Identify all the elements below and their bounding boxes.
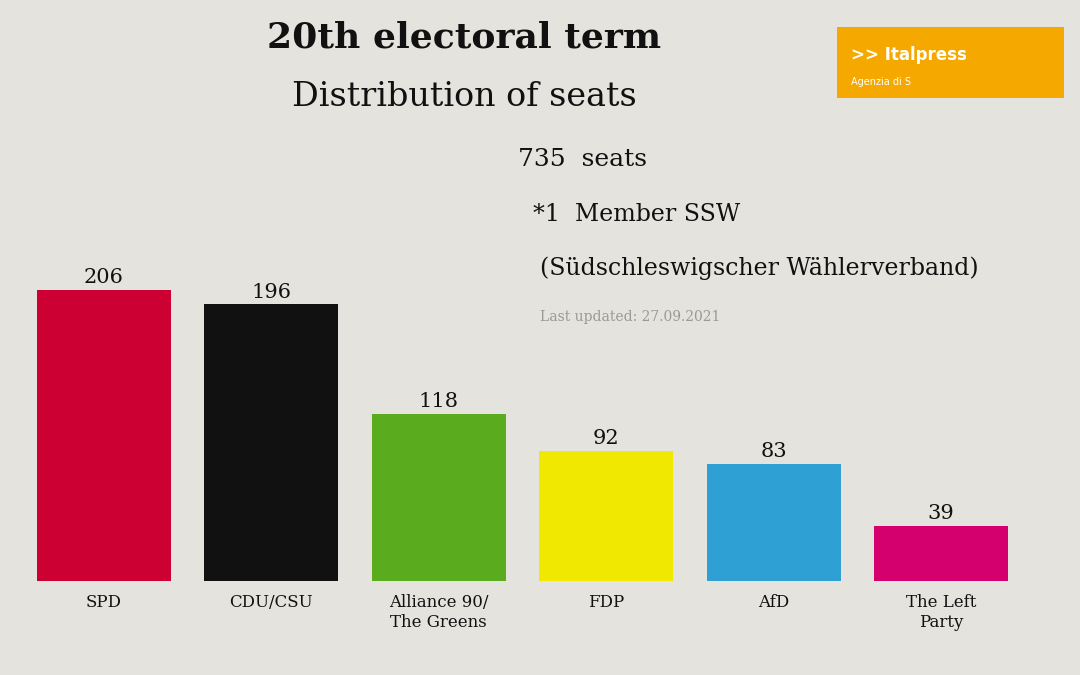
Bar <box>874 526 1008 580</box>
Text: 39: 39 <box>928 504 955 522</box>
Text: 118: 118 <box>419 392 459 412</box>
FancyBboxPatch shape <box>837 27 1064 98</box>
Text: 92: 92 <box>593 429 620 448</box>
Text: 196: 196 <box>252 283 292 302</box>
Text: 735  seats: 735 seats <box>518 148 647 171</box>
Text: >> Italpress: >> Italpress <box>851 47 967 64</box>
Text: Last updated: 27.09.2021: Last updated: 27.09.2021 <box>540 310 720 325</box>
Bar <box>539 451 673 580</box>
Text: (Südschleswigscher Wählerverband): (Südschleswigscher Wählerverband) <box>540 256 978 280</box>
Text: Agenzia di S: Agenzia di S <box>851 77 910 87</box>
Text: 83: 83 <box>760 441 787 461</box>
Text: Distribution of seats: Distribution of seats <box>292 81 637 113</box>
Text: *1  Member SSW: *1 Member SSW <box>518 202 741 225</box>
Bar <box>204 304 338 580</box>
Bar <box>706 464 840 580</box>
Bar <box>37 290 171 580</box>
Bar <box>372 414 505 580</box>
Text: 20th electoral term: 20th electoral term <box>268 20 661 54</box>
Text: 206: 206 <box>84 269 124 288</box>
